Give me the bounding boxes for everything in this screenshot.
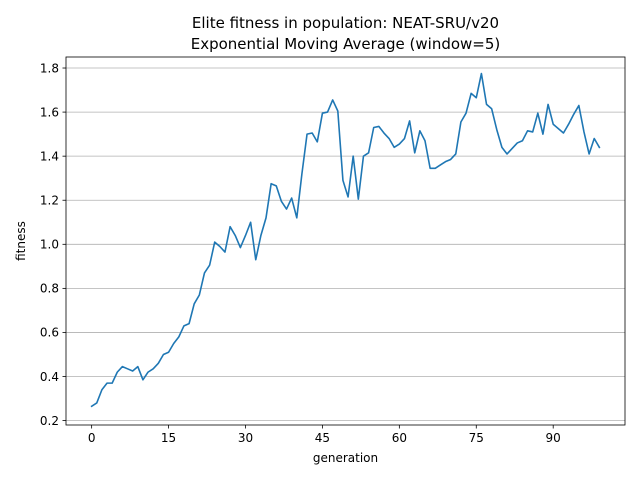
y-tick-label: 1.4 [40,149,59,163]
chart-subtitle: Exponential Moving Average (window=5) [191,35,501,53]
y-gridlines [66,67,625,421]
x-tick-label: 45 [315,431,330,445]
axis-ticks: 0.2 0.4 0.6 0.8 1.0 1.2 1.4 1.6 1.8 0 15 30 45 60 75 90 [40,61,561,445]
y-tick-label: 0.8 [40,282,59,296]
y-tick-label: 0.6 [40,326,59,340]
x-tick-label: 0 [88,431,96,445]
y-tick-label: 0.4 [40,370,59,384]
y-tick-label: 0.2 [40,414,59,428]
series-line [90,72,601,408]
x-tick-label: 15 [161,431,176,445]
chart-title: Elite fitness in population: NEAT-SRU/v2… [192,14,499,32]
x-axis-label: generation [313,451,378,465]
x-tick-label: 60 [392,431,407,445]
y-tick-label: 1.2 [40,194,59,208]
x-tick-label: 75 [469,431,484,445]
y-tick-label: 1.6 [40,105,59,119]
y-tick-label: 1.8 [40,61,59,75]
x-tick-label: 30 [238,431,253,445]
series-layer [90,72,601,408]
x-tick-label: 90 [546,431,561,445]
plot-frame [65,56,626,426]
y-tick-label: 1.0 [40,238,59,252]
y-axis-label: fitness [14,221,28,261]
